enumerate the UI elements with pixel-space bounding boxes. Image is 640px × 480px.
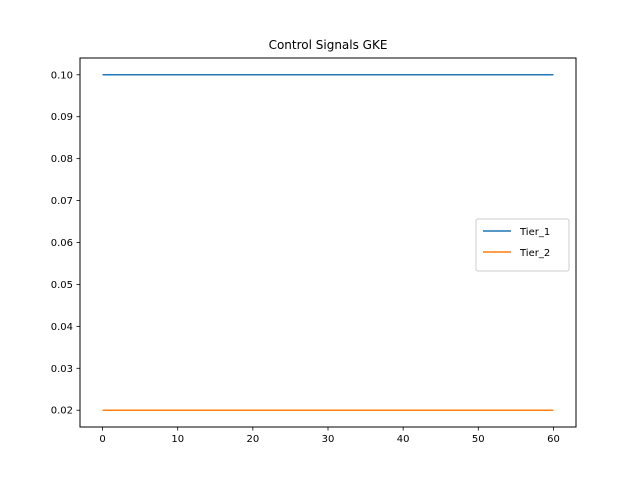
x-axis: 0 10 20 30 40 50 60 xyxy=(99,427,560,445)
chart-title: Control Signals GKE xyxy=(269,38,388,52)
y-tick-label: 0.04 xyxy=(51,322,73,333)
y-tick-label: 0.10 xyxy=(51,70,73,81)
x-tick-label: 40 xyxy=(397,434,410,445)
y-tick-label: 0.05 xyxy=(51,280,73,291)
x-tick-label: 0 xyxy=(99,434,105,445)
y-tick-label: 0.07 xyxy=(51,196,73,207)
legend: Tier_1 Tier_2 xyxy=(475,218,570,272)
plot-area xyxy=(102,74,554,411)
y-tick-label: 0.03 xyxy=(51,364,73,375)
x-tick-label: 50 xyxy=(472,434,485,445)
y-axis: 0.02 0.03 0.04 0.05 0.06 0.07 0.08 0.09 0.10 xyxy=(51,70,80,417)
y-tick-label: 0.08 xyxy=(51,154,73,165)
legend-box xyxy=(475,218,570,272)
y-tick-label: 0.09 xyxy=(51,112,73,123)
x-tick-label: 60 xyxy=(547,434,560,445)
legend-label-tier_2: Tier_2 xyxy=(519,248,550,259)
y-tick-label: 0.06 xyxy=(51,238,73,249)
y-tick-label: 0.02 xyxy=(51,406,73,417)
legend-label-tier_1: Tier_1 xyxy=(519,227,550,238)
x-tick-label: 10 xyxy=(171,434,184,445)
x-tick-label: 30 xyxy=(322,434,335,445)
x-tick-label: 20 xyxy=(246,434,259,445)
